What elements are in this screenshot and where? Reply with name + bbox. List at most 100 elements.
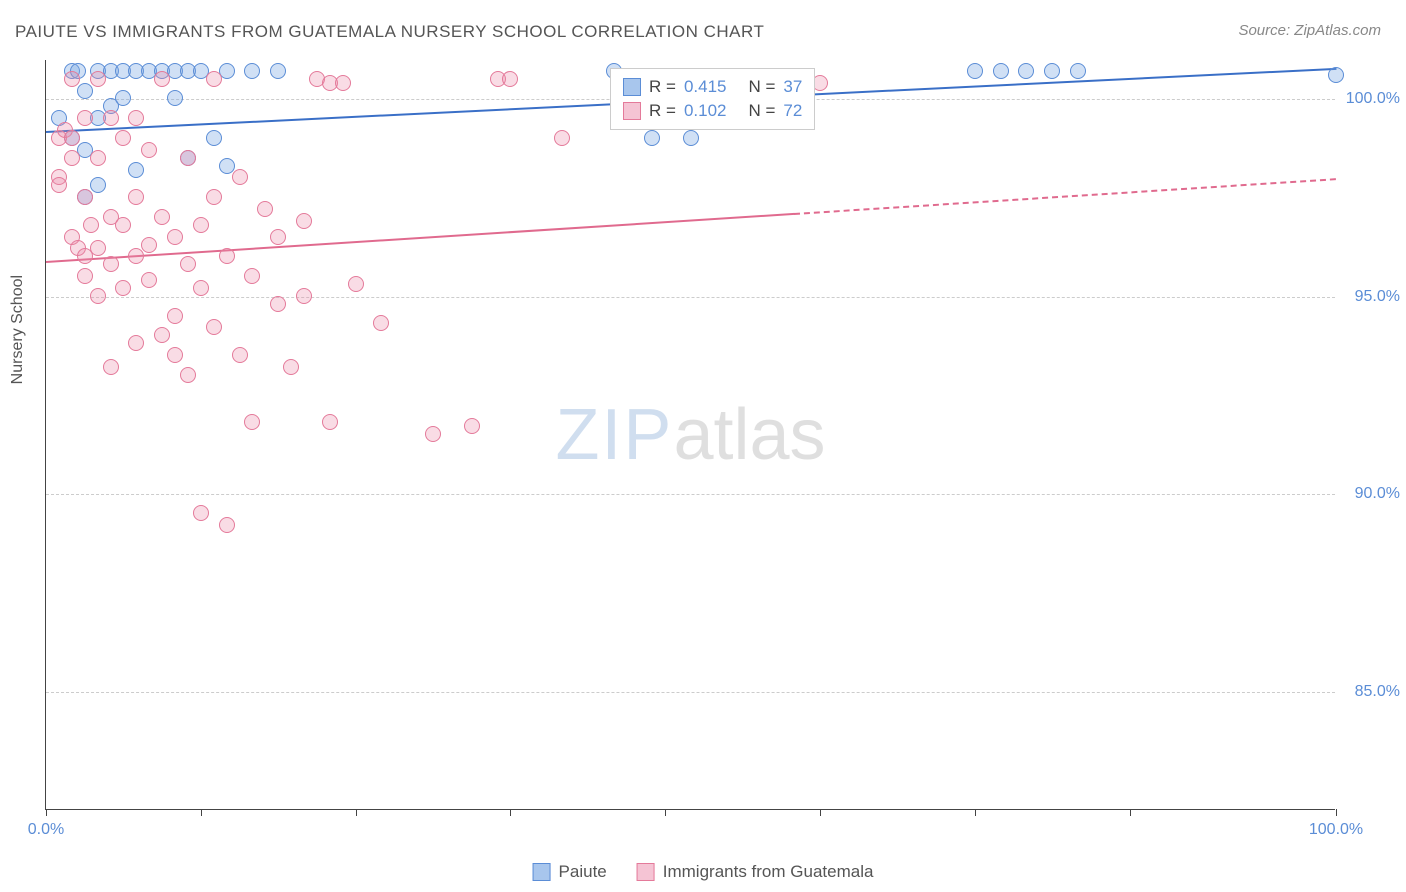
data-point <box>90 71 106 87</box>
legend-row: R = 0.415 N = 37 <box>623 75 802 99</box>
data-point <box>296 213 312 229</box>
data-point <box>64 150 80 166</box>
x-tick <box>46 809 47 816</box>
data-point <box>141 272 157 288</box>
data-point <box>244 268 260 284</box>
series-legend: Paiute Immigrants from Guatemala <box>533 862 874 882</box>
legend-swatch <box>637 863 655 881</box>
data-point <box>206 319 222 335</box>
data-point <box>77 268 93 284</box>
x-tick <box>1336 809 1337 816</box>
legend-label: Paiute <box>559 862 607 882</box>
data-point <box>257 201 273 217</box>
data-point <box>154 327 170 343</box>
gridline-h <box>46 297 1335 298</box>
y-tick-label: 90.0% <box>1355 485 1400 503</box>
data-point <box>1018 63 1034 79</box>
x-tick <box>356 809 357 816</box>
data-point <box>90 150 106 166</box>
data-point <box>141 237 157 253</box>
data-point <box>77 83 93 99</box>
data-point <box>154 209 170 225</box>
data-point <box>993 63 1009 79</box>
data-point <box>64 71 80 87</box>
n-label: N = <box>748 77 775 97</box>
x-tick-label: 100.0% <box>1309 821 1363 839</box>
data-point <box>322 414 338 430</box>
data-point <box>115 90 131 106</box>
x-tick <box>820 809 821 816</box>
data-point <box>167 229 183 245</box>
data-point <box>232 169 248 185</box>
correlation-legend: R = 0.415 N = 37R = 0.102 N = 72 <box>610 68 815 130</box>
data-point <box>193 217 209 233</box>
legend-item: Paiute <box>533 862 607 882</box>
data-point <box>967 63 983 79</box>
watermark: ZIPatlas <box>555 394 825 476</box>
data-point <box>206 130 222 146</box>
data-point <box>348 276 364 292</box>
legend-swatch <box>623 78 641 96</box>
data-point <box>193 280 209 296</box>
data-point <box>77 110 93 126</box>
data-point <box>425 426 441 442</box>
trend-line-dashed-immigrants-from-guatemala <box>794 178 1336 215</box>
n-value: 37 <box>783 77 802 97</box>
scatter-plot-area: ZIPatlas 85.0%90.0%95.0%100.0%0.0%100.0% <box>45 60 1335 810</box>
y-tick-label: 95.0% <box>1355 288 1400 306</box>
data-point <box>103 359 119 375</box>
data-point <box>244 63 260 79</box>
data-point <box>90 240 106 256</box>
gridline-h <box>46 692 1335 693</box>
data-point <box>128 335 144 351</box>
data-point <box>128 110 144 126</box>
y-tick-label: 100.0% <box>1346 90 1400 108</box>
data-point <box>128 189 144 205</box>
data-point <box>644 130 660 146</box>
data-point <box>128 248 144 264</box>
data-point <box>167 308 183 324</box>
legend-swatch <box>623 102 641 120</box>
data-point <box>683 130 699 146</box>
data-point <box>502 71 518 87</box>
gridline-h <box>46 494 1335 495</box>
r-value: 0.102 <box>684 101 727 121</box>
legend-item: Immigrants from Guatemala <box>637 862 874 882</box>
data-point <box>232 347 248 363</box>
watermark-zip: ZIP <box>555 395 673 475</box>
data-point <box>373 315 389 331</box>
r-label: R = <box>649 77 676 97</box>
data-point <box>90 177 106 193</box>
data-point <box>219 158 235 174</box>
data-point <box>464 418 480 434</box>
data-point <box>115 280 131 296</box>
data-point <box>51 177 67 193</box>
y-tick-label: 85.0% <box>1355 683 1400 701</box>
source-attribution: Source: ZipAtlas.com <box>1238 22 1381 39</box>
r-label: R = <box>649 101 676 121</box>
data-point <box>270 63 286 79</box>
chart-title: PAIUTE VS IMMIGRANTS FROM GUATEMALA NURS… <box>15 22 764 42</box>
data-point <box>219 517 235 533</box>
data-point <box>128 162 144 178</box>
data-point <box>83 217 99 233</box>
data-point <box>1328 67 1344 83</box>
r-value: 0.415 <box>684 77 727 97</box>
data-point <box>554 130 570 146</box>
data-point <box>103 256 119 272</box>
data-point <box>270 229 286 245</box>
data-point <box>206 71 222 87</box>
x-tick <box>201 809 202 816</box>
data-point <box>1070 63 1086 79</box>
data-point <box>244 414 260 430</box>
x-tick <box>975 809 976 816</box>
watermark-atlas: atlas <box>673 395 825 475</box>
x-tick <box>665 809 666 816</box>
data-point <box>206 189 222 205</box>
data-point <box>154 71 170 87</box>
legend-label: Immigrants from Guatemala <box>663 862 874 882</box>
y-axis-title: Nursery School <box>9 275 27 384</box>
data-point <box>219 248 235 264</box>
data-point <box>141 142 157 158</box>
n-value: 72 <box>783 101 802 121</box>
